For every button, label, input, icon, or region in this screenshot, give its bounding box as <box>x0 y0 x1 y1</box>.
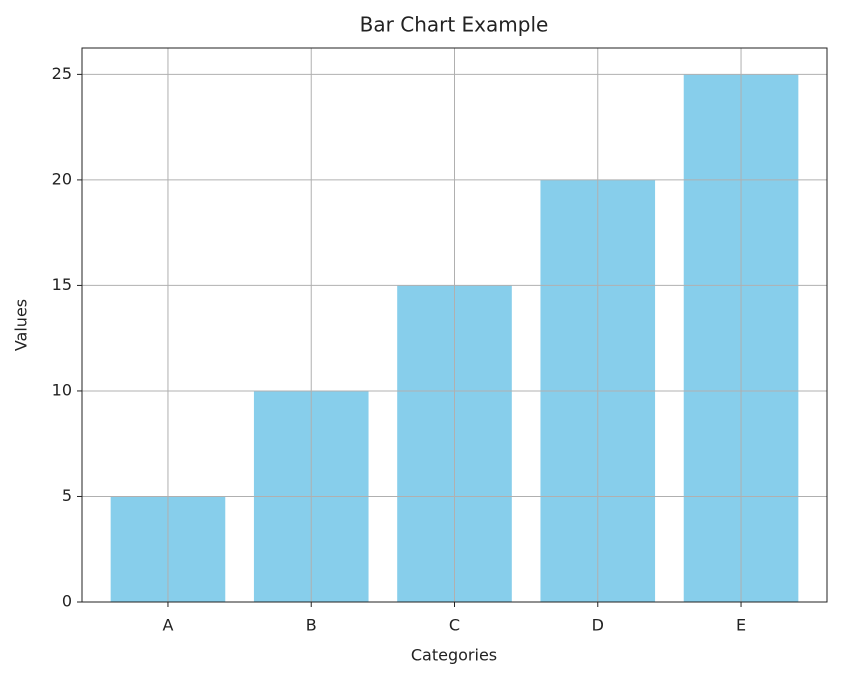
x-tick-label: A <box>162 616 173 635</box>
y-tick-label: 5 <box>62 486 72 505</box>
x-tick-label: B <box>306 616 317 635</box>
plot-frame <box>81 47 828 603</box>
y-tick-label: 25 <box>52 64 72 83</box>
x-tick-label: E <box>736 616 746 635</box>
y-tick-label: 10 <box>52 380 72 399</box>
y-tick-label: 0 <box>62 592 72 611</box>
y-tick-label: 20 <box>52 169 72 188</box>
x-axis-label: Categories <box>411 646 497 665</box>
y-tick-label: 15 <box>52 275 72 294</box>
x-tick-label: D <box>592 616 604 635</box>
x-tick-label: C <box>449 616 460 635</box>
y-axis-label: Values <box>12 299 31 351</box>
chart-title: Bar Chart Example <box>360 13 549 37</box>
